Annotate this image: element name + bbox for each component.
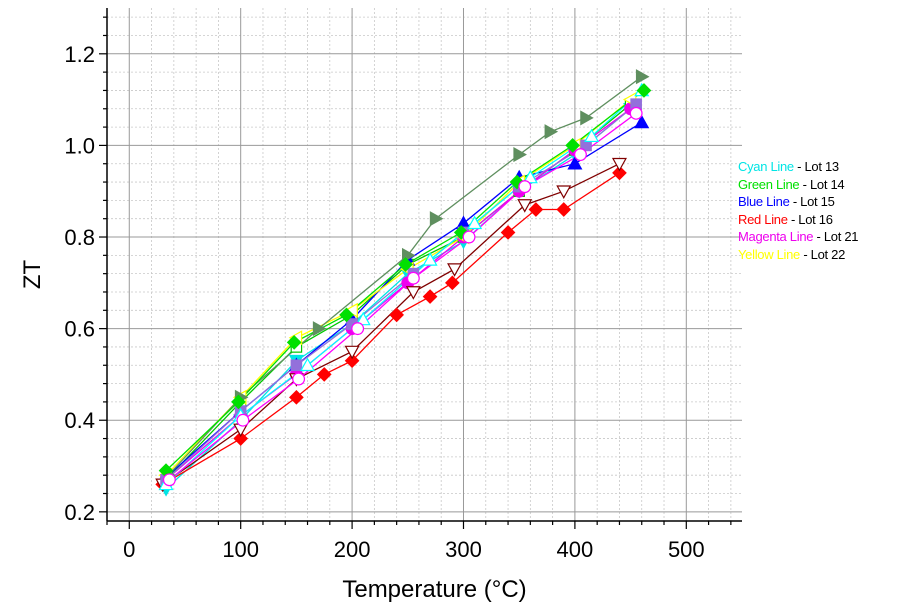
data-point bbox=[300, 357, 316, 372]
data-point bbox=[611, 157, 627, 172]
data-point bbox=[351, 322, 365, 336]
legend-entry-yellow: Yellow Line - Lot 22 bbox=[738, 246, 858, 264]
data-point bbox=[236, 413, 250, 427]
data-point bbox=[528, 202, 544, 217]
legend-series-name: Yellow Line bbox=[738, 246, 800, 262]
data-point bbox=[289, 389, 304, 405]
major-gridlines bbox=[107, 8, 742, 521]
tick-labels: 0 100 200 300 400 500 0.2 0.4 0.6 0.8 1.0 1.2 bbox=[64, 42, 704, 562]
data-point bbox=[339, 307, 354, 323]
data-point bbox=[290, 359, 303, 372]
data-point bbox=[292, 372, 306, 386]
data-point bbox=[574, 148, 587, 162]
data-point bbox=[467, 215, 483, 230]
data-point bbox=[422, 252, 438, 266]
data-point bbox=[513, 147, 527, 163]
data-point bbox=[406, 271, 420, 285]
data-point bbox=[567, 155, 583, 170]
data-point bbox=[635, 69, 650, 85]
data-point bbox=[162, 473, 176, 487]
data-point bbox=[517, 199, 533, 213]
legend-series-name: Green Line bbox=[738, 176, 800, 192]
legend-entry-magenta: Magenta Line - Lot 21 bbox=[738, 228, 858, 246]
legend-lot-label: - Lot 21 bbox=[816, 229, 859, 244]
data-point bbox=[398, 257, 413, 272]
data-point bbox=[612, 165, 627, 181]
data-point bbox=[584, 128, 600, 143]
data-point bbox=[429, 211, 444, 227]
x-tick-label: 0 bbox=[123, 537, 135, 562]
legend: Cyan Line - Lot 13 Green Line - Lot 14 B… bbox=[738, 158, 858, 263]
legend-lot-label: - Lot 13 bbox=[797, 159, 839, 174]
y-tick-label: 0.2 bbox=[64, 500, 95, 525]
data-point bbox=[344, 345, 360, 360]
y-axis-title: ZT bbox=[19, 260, 46, 290]
data-point bbox=[544, 124, 559, 140]
data-point bbox=[565, 138, 581, 153]
minor-gridlines bbox=[106, 8, 742, 521]
legend-entry-green: Green Line - Lot 14 bbox=[738, 176, 858, 194]
x-tick-label: 200 bbox=[334, 537, 371, 562]
data-point bbox=[316, 367, 332, 382]
legend-lot-label: - Lot 16 bbox=[790, 211, 833, 227]
data-point bbox=[500, 225, 516, 240]
legend-series-name: Cyan Line bbox=[738, 159, 794, 174]
data-point bbox=[522, 169, 538, 184]
legend-lot-label: - Lot 22 bbox=[803, 246, 845, 262]
data-point bbox=[344, 353, 360, 369]
x-tick-label: 500 bbox=[668, 537, 705, 562]
legend-lot-label: - Lot 15 bbox=[792, 194, 835, 209]
data-point bbox=[355, 311, 371, 326]
legend-entry-cyan: Cyan Line - Lot 13 bbox=[738, 158, 858, 176]
data-point bbox=[462, 230, 476, 244]
data-point bbox=[629, 106, 643, 120]
legend-series-name: Magenta Line bbox=[738, 229, 814, 244]
data-point bbox=[389, 307, 404, 323]
data-point bbox=[556, 185, 572, 199]
x-tick-label: 100 bbox=[222, 537, 259, 562]
data-point bbox=[286, 335, 302, 350]
series-line bbox=[162, 163, 620, 485]
series-points bbox=[155, 69, 652, 497]
legend-series-name: Blue Line bbox=[738, 194, 790, 209]
legend-series-name: Red Line bbox=[738, 211, 788, 227]
data-point bbox=[556, 202, 572, 217]
data-point bbox=[405, 286, 421, 300]
data-point bbox=[447, 263, 463, 277]
y-tick-label: 0.8 bbox=[64, 225, 95, 250]
x-axis-title: Temperature (°C) bbox=[342, 576, 526, 603]
x-tick-label: 400 bbox=[557, 537, 594, 562]
data-point bbox=[231, 394, 246, 410]
legend-entry-red: Red Line - Lot 16 bbox=[738, 211, 858, 229]
y-tick-label: 0.6 bbox=[64, 317, 95, 342]
data-point bbox=[312, 321, 327, 337]
axes bbox=[99, 8, 742, 529]
data-point bbox=[580, 110, 594, 126]
y-tick-label: 1.0 bbox=[64, 133, 95, 158]
legend-lot-label: - Lot 14 bbox=[802, 176, 845, 192]
data-point bbox=[422, 289, 438, 304]
data-point bbox=[518, 180, 532, 194]
data-point bbox=[634, 114, 650, 129]
legend-entry-blue: Blue Line - Lot 15 bbox=[738, 193, 858, 211]
data-point bbox=[233, 431, 249, 446]
x-tick-label: 300 bbox=[445, 537, 482, 562]
data-point bbox=[445, 275, 460, 291]
y-tick-label: 0.4 bbox=[64, 408, 95, 433]
data-point bbox=[636, 83, 652, 98]
y-tick-label: 1.2 bbox=[64, 42, 95, 67]
